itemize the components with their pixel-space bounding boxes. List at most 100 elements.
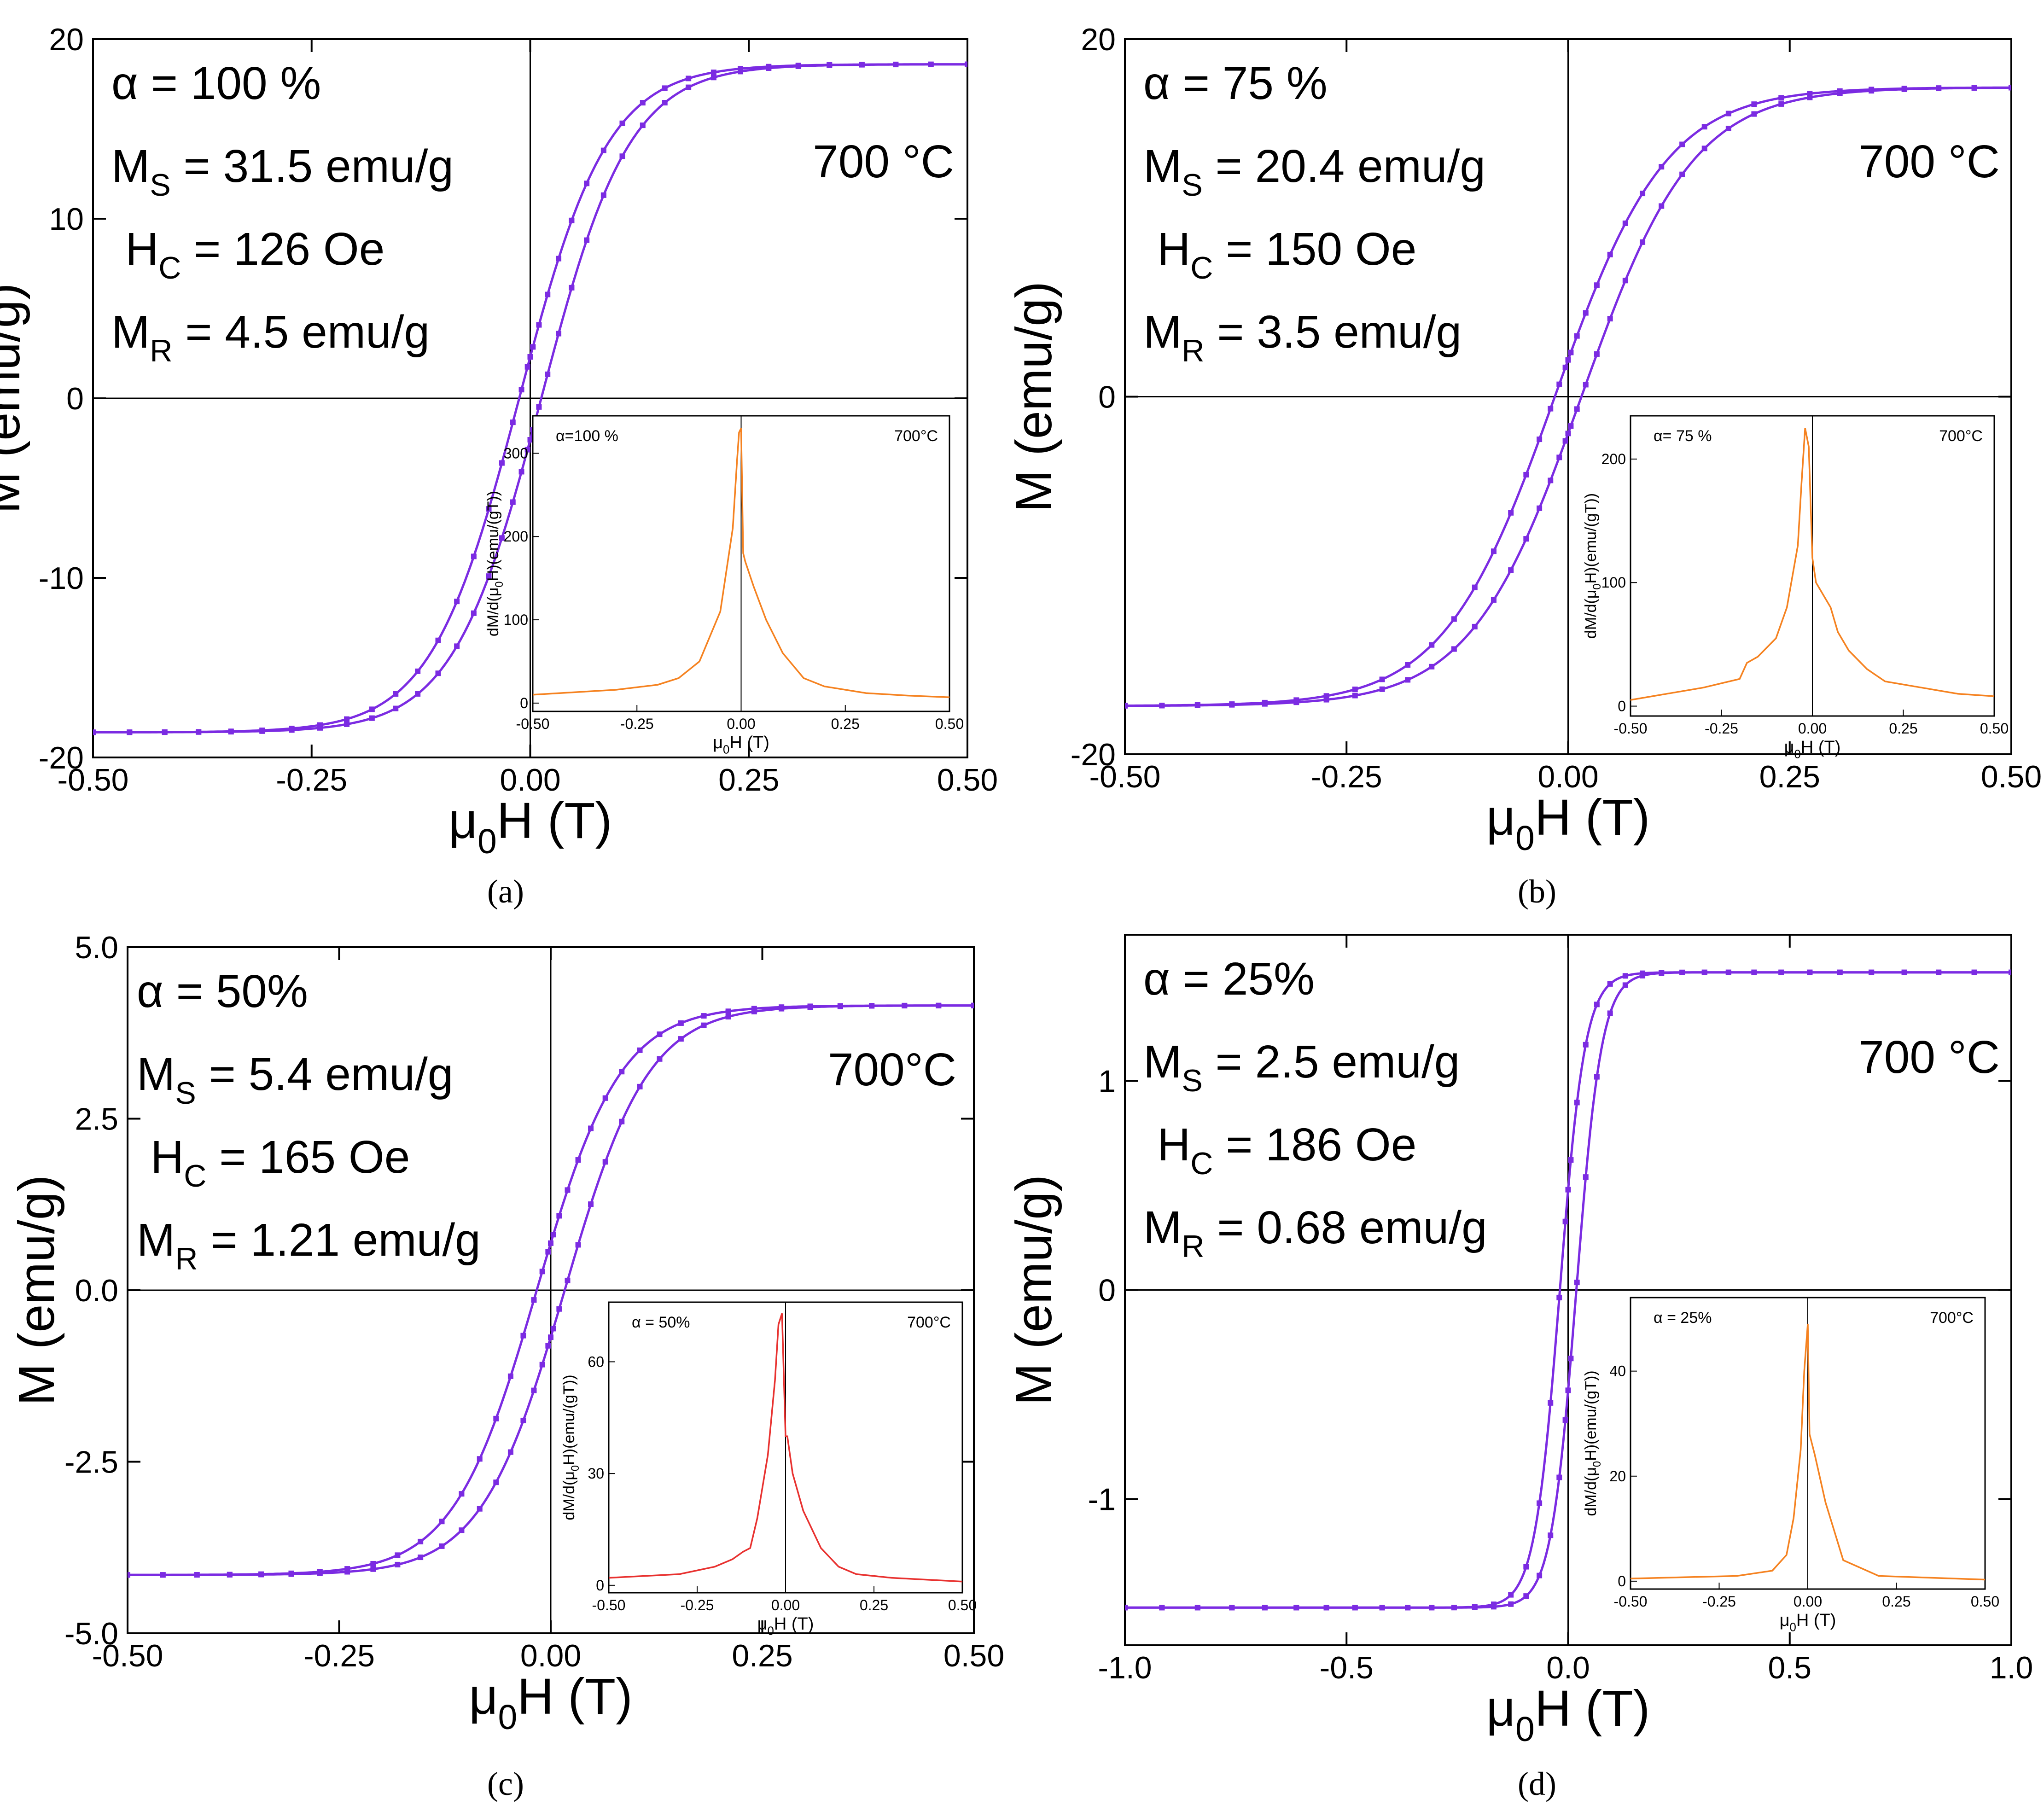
inset-y-tick-label: 100 xyxy=(504,611,528,628)
data-point xyxy=(1837,88,1843,94)
data-point xyxy=(1607,316,1613,322)
data-point xyxy=(530,344,536,350)
hc-label: HC = 126 Oe xyxy=(125,223,384,285)
y-tick-label: 20 xyxy=(49,22,84,57)
data-point xyxy=(1901,86,1907,92)
inset-x-tick-label: 0.00 xyxy=(771,1597,800,1613)
chart-panel-d: -1.0 -0.5 0.0 0.5 1.0 -1 0 1 μ0H (T) M (emu/g) α =… xyxy=(1006,934,2033,1802)
data-point xyxy=(1568,1157,1574,1163)
data-point xyxy=(1523,1593,1529,1599)
data-point xyxy=(1229,1605,1235,1611)
x-tick-label: -0.50 xyxy=(92,1638,163,1673)
inset-y-tick-label: 200 xyxy=(1601,451,1626,467)
chart-panel-a: -0.50 -0.25 0.00 0.25 0.50 -20 -10 0 10 20 μ0H (T)… xyxy=(0,22,998,910)
data-point xyxy=(415,668,421,674)
curve-group xyxy=(128,1002,974,1578)
inset-x-tick-label: -0.50 xyxy=(1614,1593,1648,1610)
data-point xyxy=(1548,406,1554,412)
y-tick-label: -20 xyxy=(1071,737,1116,772)
alpha-label: α = 100 % xyxy=(111,58,321,109)
data-point xyxy=(435,670,441,676)
data-point xyxy=(1429,664,1435,670)
data-point xyxy=(725,1014,731,1020)
data-point xyxy=(196,729,202,735)
inset-y-axis-label: dM/d(μ0H)(emu/(gT)) xyxy=(560,1374,582,1520)
data-point xyxy=(1971,969,1977,975)
data-point xyxy=(1583,382,1589,388)
data-point xyxy=(1352,687,1358,693)
x-tick-label: 0.0 xyxy=(1546,1650,1590,1685)
data-point xyxy=(602,1095,608,1101)
hc-label: HC = 165 Oe xyxy=(151,1131,410,1194)
data-point xyxy=(1607,981,1613,987)
inset-x-axis-label: μ0H (T) xyxy=(757,1614,814,1637)
data-point xyxy=(1640,239,1646,245)
data-point xyxy=(1565,1187,1571,1193)
data-point xyxy=(258,1571,264,1577)
inset-y-tick-label: 0 xyxy=(1618,698,1626,715)
data-point xyxy=(725,1008,731,1014)
data-point xyxy=(1262,1605,1268,1611)
y-tick-label: -1 xyxy=(1088,1482,1116,1517)
data-point xyxy=(471,610,477,616)
x-axis-label: μ0H (T) xyxy=(1486,789,1650,857)
inset-x-axis-label: μ0H (T) xyxy=(1784,738,1841,761)
data-point xyxy=(766,64,772,70)
data-point xyxy=(477,1456,483,1462)
inset-x-tick-label: 0.25 xyxy=(860,1597,888,1613)
inset-alpha-label: α = 25% xyxy=(1654,1309,1712,1327)
data-point xyxy=(600,147,606,153)
data-point xyxy=(1594,351,1600,357)
data-point xyxy=(2009,85,2011,91)
x-tick-label: 1.0 xyxy=(1990,1650,2033,1685)
curve-group xyxy=(1125,969,2011,1611)
x-tick-label: 0.00 xyxy=(500,763,560,798)
inset-series-line xyxy=(608,1313,963,1583)
data-point xyxy=(510,419,516,425)
data-point xyxy=(637,1083,643,1089)
data-point xyxy=(344,716,350,722)
data-point xyxy=(499,535,505,541)
data-point xyxy=(965,61,967,67)
data-point xyxy=(1565,357,1571,363)
data-point xyxy=(317,722,323,728)
data-point xyxy=(1548,477,1554,483)
panel-caption: (a) xyxy=(487,873,524,910)
data-point xyxy=(288,1570,294,1576)
temperature-label: 700 °C xyxy=(1858,1031,2000,1083)
data-point xyxy=(510,499,516,505)
data-point xyxy=(619,120,625,126)
data-point xyxy=(1548,1532,1554,1538)
temperature-label: 700°C xyxy=(828,1044,956,1095)
data-point xyxy=(1659,164,1665,170)
inset-x-tick-label: -0.50 xyxy=(1614,720,1648,737)
panel-caption: (b) xyxy=(1518,873,1556,910)
data-point xyxy=(701,1022,707,1028)
inset-x-tick-label: 0.50 xyxy=(935,716,964,732)
data-point xyxy=(1508,1601,1514,1607)
mr-label: MR = 3.5 emu/g xyxy=(1143,306,1462,368)
data-point xyxy=(1379,1605,1385,1611)
data-point xyxy=(637,1047,643,1053)
ms-label: MS = 5.4 emu/g xyxy=(137,1048,453,1111)
inset-x-tick-label: 0.00 xyxy=(1798,720,1827,737)
data-point xyxy=(556,331,562,337)
x-tick-label: -1.0 xyxy=(1098,1650,1152,1685)
data-point xyxy=(1640,970,1646,976)
inset-x-axis-label: μ0H (T) xyxy=(1780,1611,1836,1634)
data-point xyxy=(1936,969,1942,975)
data-point xyxy=(1594,1074,1600,1080)
x-tick-label: -0.5 xyxy=(1320,1650,1374,1685)
inset-y-tick-label: 30 xyxy=(588,1465,604,1482)
data-point xyxy=(619,1069,625,1075)
mr-label: MR = 4.5 emu/g xyxy=(111,306,430,368)
inset-x-tick-label: -0.50 xyxy=(592,1597,626,1613)
data-point xyxy=(1523,472,1529,477)
data-point xyxy=(1679,171,1685,177)
data-point xyxy=(1640,191,1646,197)
inset-x-tick-label: 0.25 xyxy=(831,716,860,732)
x-tick-label: 0.5 xyxy=(1768,1650,1811,1685)
data-point xyxy=(370,1566,376,1572)
data-point xyxy=(1323,693,1329,699)
data-point xyxy=(454,643,460,649)
